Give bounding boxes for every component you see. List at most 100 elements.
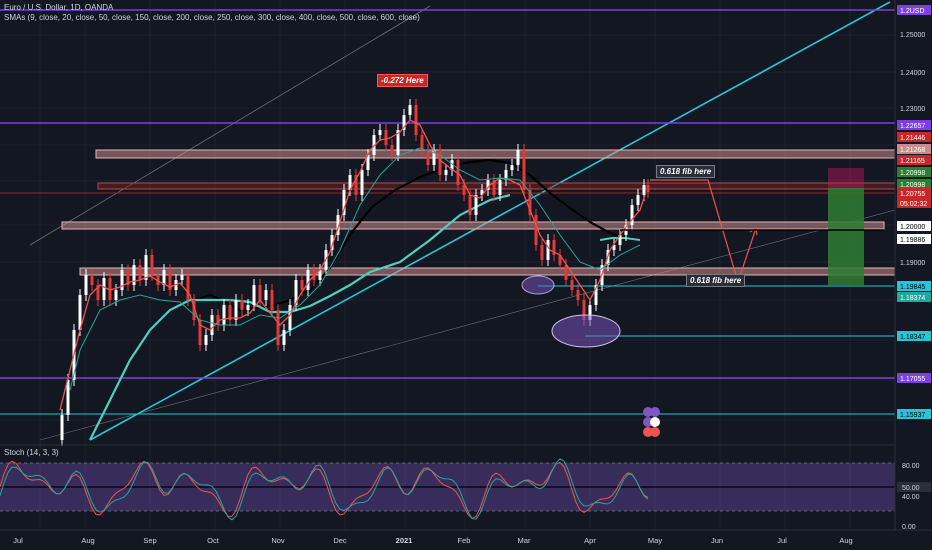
time-axis-label: Oct: [207, 536, 220, 545]
candle-body: [582, 300, 586, 320]
price-label: 1.20000: [900, 224, 925, 231]
candle-body: [222, 305, 226, 325]
diagonal-trend-line-grey[interactable]: [29, 5, 431, 246]
annotation-fib-note-1[interactable]: 0.618 fib here: [656, 165, 716, 178]
candle-body: [474, 195, 478, 215]
candle-body: [354, 175, 358, 195]
candle-body: [162, 270, 166, 285]
candle-body: [408, 105, 412, 115]
candle-body: [456, 160, 460, 185]
time-axis-label: Mar: [518, 536, 531, 545]
candle-body: [66, 380, 70, 415]
sma-line-black[interactable]: [194, 158, 641, 312]
time-axis-label: Sep: [143, 536, 156, 545]
candle-body: [288, 305, 292, 330]
candle-body: [384, 130, 388, 145]
price-label: 1.22657: [900, 123, 925, 130]
candle-body: [276, 310, 280, 345]
candle-body: [552, 240, 556, 255]
candle-body: [198, 320, 202, 345]
candle-body: [330, 235, 334, 250]
candle-body: [642, 185, 646, 195]
position-target-box[interactable]: [828, 168, 864, 188]
diagonal-trend-line-grey-lower[interactable]: [39, 199, 932, 441]
annotation-fib-note-2[interactable]: 0.618 fib here: [686, 274, 746, 287]
time-axis-label: 2021: [396, 536, 413, 545]
candle-body: [234, 300, 238, 320]
time-axis-label: Apr: [584, 536, 596, 545]
price-label: 1.2USD: [900, 8, 925, 15]
candle-body: [612, 245, 616, 250]
price-axis-labels: 1.2USD 1.25000 1.24000 1.23000 1.22657 1.2144…: [897, 5, 931, 531]
zone-rect-4[interactable]: [79, 267, 897, 276]
candle-body: [156, 275, 160, 285]
candle-body: [630, 205, 634, 225]
candle-body: [594, 285, 598, 305]
candle-body: [366, 155, 370, 170]
candle-body: [150, 255, 154, 275]
candle-body: [264, 290, 268, 300]
time-axis-label: Jul: [777, 536, 787, 545]
candle-body: [144, 255, 148, 280]
indicator-bubbles[interactable]: [643, 407, 660, 437]
time-axis-label: Aug: [81, 536, 94, 545]
stoch-axis-label: 80.00: [902, 463, 920, 470]
price-label: 1.19845: [900, 284, 925, 291]
candle-body: [180, 275, 184, 280]
stoch-k-line[interactable]: [0, 460, 649, 520]
price-label: 1.21268: [900, 147, 925, 154]
candle-body: [390, 145, 394, 155]
candle-body: [576, 290, 580, 300]
zone-rect-3[interactable]: [61, 221, 885, 230]
candle-body: [402, 115, 406, 130]
candle-body: [60, 415, 64, 440]
highlight-ellipse-1[interactable]: [521, 275, 555, 295]
candle-body: [510, 165, 514, 170]
price-label: 1.20755: [900, 191, 925, 198]
position-stop-box[interactable]: [828, 188, 864, 286]
candle-body: [462, 185, 466, 195]
highlight-ellipse-2[interactable]: [551, 314, 621, 348]
zone-rect-2[interactable]: [97, 182, 897, 190]
price-axis[interactable]: [895, 0, 932, 530]
sma-line-teal[interactable]: [89, 193, 511, 441]
stoch-d-line[interactable]: [0, 458, 649, 521]
candle-body: [90, 275, 94, 285]
chart-header: Euro / U.S. Dollar, 1D, OANDA SMAs (9, c…: [4, 3, 420, 23]
candle-body: [558, 255, 562, 265]
price-label: 1.21446: [900, 135, 925, 142]
candle-body: [294, 280, 298, 305]
indicator-legend[interactable]: SMAs (9, close, 20, close, 50, close, 15…: [4, 13, 420, 22]
annotation-top-note[interactable]: -0.272 Here: [377, 74, 428, 87]
time-axis-label: Aug: [839, 536, 852, 545]
candle-body: [432, 150, 436, 165]
time-axis-label: Feb: [458, 536, 471, 545]
candle-body: [192, 300, 196, 320]
candle-body: [96, 285, 100, 300]
candle-body: [204, 335, 208, 345]
symbol-title[interactable]: Euro / U.S. Dollar, 1D, OANDA: [4, 3, 114, 12]
sma-line-red[interactable]: [59, 119, 646, 411]
stoch-legend[interactable]: Stoch (14, 3, 3): [4, 448, 59, 457]
candle-body: [246, 305, 250, 310]
projection-arrow-path[interactable]: [650, 179, 757, 285]
candle-body: [426, 150, 430, 165]
price-label: 1.18347: [900, 334, 925, 341]
candle-body: [210, 315, 214, 335]
candle-body: [258, 285, 262, 300]
candle-body: [132, 265, 136, 285]
candle-body: [450, 160, 454, 170]
candle-body: [240, 300, 244, 310]
candle-body: [646, 185, 650, 192]
sma-line-green-fast[interactable]: [69, 147, 641, 391]
time-axis-label: May: [648, 536, 662, 545]
price-label: 1.15937: [900, 412, 925, 419]
zone-rect-1[interactable]: [95, 149, 897, 159]
price-label: 1.17055: [900, 376, 925, 383]
stoch-axis-label: 50.00: [902, 485, 920, 492]
price-label: 1.25000: [900, 32, 925, 39]
diagonal-trend-line-cyan[interactable]: [89, 1, 891, 441]
price-label: 1.21165: [900, 158, 925, 165]
price-label: 1.19886: [900, 237, 925, 244]
